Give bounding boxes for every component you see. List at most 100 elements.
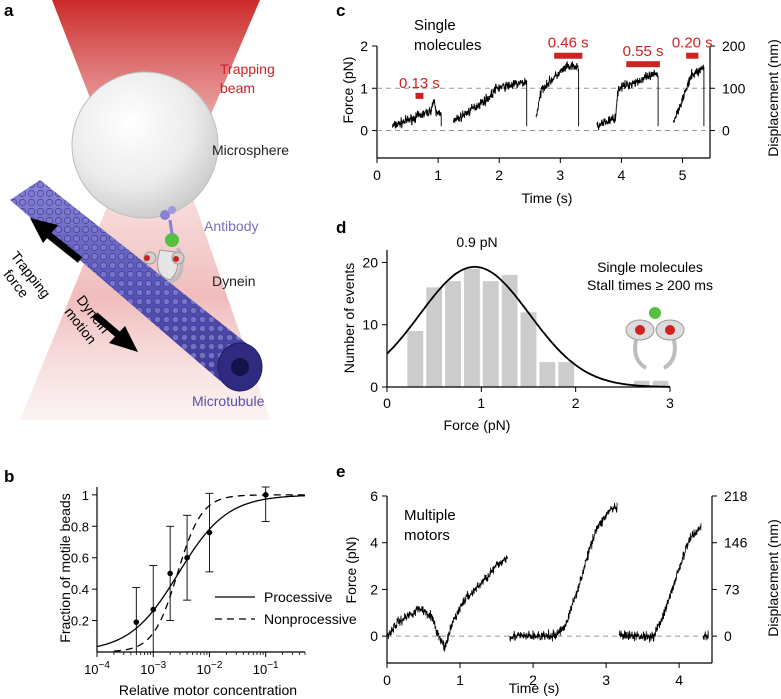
chart-e-ylabel-right: Displacement (nm) xyxy=(765,519,781,636)
chart-c-ylabel-right: Displacement (nm) xyxy=(765,39,781,156)
svg-text:Stall times ≥ 200 ms: Stall times ≥ 200 ms xyxy=(587,277,713,293)
chart-b-ytick-label: 0.6 xyxy=(71,551,89,566)
chart-d-ytick-label: 0 xyxy=(370,379,378,395)
chart-c-stall-bars: 0.13 s 0.46 s 0.55 s 0.20 s xyxy=(399,35,713,99)
legend-processive-label: Processive xyxy=(264,589,333,605)
chart-e-xtick-label: 2 xyxy=(529,672,537,688)
chart-c-ytick-label: 1 xyxy=(360,80,368,96)
chart-d-bar xyxy=(633,380,650,387)
chart-d-bar xyxy=(463,268,480,387)
chart-e-trace-segment xyxy=(702,630,709,641)
chart-e-ytick-label: 4 xyxy=(370,535,378,551)
chart-b-ytick-label: 0.4 xyxy=(71,582,89,597)
svg-text:Multiple: Multiple xyxy=(404,507,456,524)
chart-c-event-trace xyxy=(452,77,528,127)
panel-letter-a: a xyxy=(4,1,14,20)
svg-text:Single molecules: Single molecules xyxy=(597,259,703,275)
chart-b-point xyxy=(167,570,173,577)
chart-e-ytick-right-label: 146 xyxy=(724,535,748,551)
chart-b-xtick-label: 10−3 xyxy=(140,660,166,677)
chart-b-point xyxy=(184,554,190,561)
chart-c-trace xyxy=(391,61,705,131)
microsphere-label: Microsphere xyxy=(212,142,289,158)
chart-d-bar xyxy=(652,380,669,387)
chart-c-xtick-label: 3 xyxy=(556,167,564,183)
microtubule-image xyxy=(10,180,263,392)
chart-b-point xyxy=(133,619,140,625)
chart-d-xtick-label: 1 xyxy=(477,395,485,411)
chart-c-xtick-label: 4 xyxy=(618,167,626,183)
chart-e-xtick-label: 3 xyxy=(602,672,610,688)
chart-d-ytick-label: 10 xyxy=(362,317,378,333)
svg-text:Trapping: Trapping xyxy=(220,61,275,77)
chart-b-xtick-label: 10−4 xyxy=(84,660,110,677)
chart-c-ytick-label: 0 xyxy=(360,123,368,139)
svg-text:molecules: molecules xyxy=(414,37,482,54)
chart-e-trace-segment xyxy=(386,555,508,652)
microtubule-label: Microtubule xyxy=(192,393,265,409)
panel-d: d 0 1 2 3 0 10 20 0.9 pN Single molecules Stal… xyxy=(336,218,713,433)
chart-d-peak-label: 0.9 pN xyxy=(456,234,497,250)
chart-c-stall-label: 0.55 s xyxy=(623,43,664,60)
chart-b-xtick-label: 10−2 xyxy=(197,660,223,677)
chart-c-stall-label: 0.20 s xyxy=(672,35,713,52)
chart-e-ytick-right-label: 0 xyxy=(724,628,732,644)
chart-e-xtick-label: 0 xyxy=(383,672,391,688)
chart-d-fit-curve xyxy=(386,265,670,388)
chart-b-point xyxy=(206,529,213,536)
chart-d-bar xyxy=(558,362,575,387)
chart-c-stall-label: 0.46 s xyxy=(548,35,589,52)
chart-c-xtick-label: 2 xyxy=(495,167,503,183)
chart-b-curves xyxy=(96,494,306,652)
chart-d-bar xyxy=(426,287,443,387)
panel-letter-c: c xyxy=(336,1,345,20)
chart-b-ylabel: Fraction of motile beads xyxy=(57,493,73,642)
panel-a: a Trapping beam Microsphere Anti xyxy=(0,0,289,420)
chart-c-xlabel: Time (s) xyxy=(522,190,573,206)
chart-d-axes: 0 1 2 3 0 10 20 xyxy=(362,250,674,411)
dynein-molecule-image xyxy=(143,206,185,284)
chart-d-bar xyxy=(445,281,461,387)
legend-nonprocessive-label: Nonprocessive xyxy=(264,611,357,627)
chart-c-stall-bar xyxy=(626,61,660,68)
chart-c-stall-label: 0.13 s xyxy=(399,75,440,92)
microsphere-image xyxy=(71,71,219,219)
chart-e-xlabel: Time (s) xyxy=(509,680,560,696)
chart-c-ytick-label: 2 xyxy=(360,38,368,54)
chart-e-ytick-right-label: 218 xyxy=(724,488,748,504)
chart-c-ytick-right-label: 100 xyxy=(722,80,746,96)
chart-b-xlabel: Relative motor concentration xyxy=(119,682,297,698)
chart-e-ytick-label: 0 xyxy=(370,628,378,644)
chart-b-ytick-label: 1 xyxy=(82,488,89,503)
chart-e-ylabel: Force (pN) xyxy=(343,537,359,604)
panel-letter-b: b xyxy=(4,467,14,486)
chart-b-axes: 10−4 10−3 10−2 10−1 0.2 0.4 0.6 0.8 1 xyxy=(71,487,306,677)
chart-b-legend: Processive Nonprocessive xyxy=(215,589,357,627)
trapping-force-arrow xyxy=(30,218,83,263)
chart-d-xtick-label: 0 xyxy=(383,395,391,411)
trapping-force-label: Trapping force xyxy=(0,248,54,301)
chart-d-bar xyxy=(520,312,537,387)
chart-b-curve-processive xyxy=(96,495,306,648)
chart-e-ytick-label: 6 xyxy=(370,488,378,504)
chart-d-bar xyxy=(407,330,424,387)
chart-e-annotation: Multiple motors xyxy=(404,507,456,544)
panel-c: c 0 1 2 3 4 5 0 1 2 0 100 200 0.13 s 0.46 s 0.55 s 0.2… xyxy=(336,1,781,206)
chart-d-annotation: Single molecules Stall times ≥ 200 ms xyxy=(587,259,713,293)
chart-c-stall-bar xyxy=(554,52,583,59)
panel-letter-e: e xyxy=(336,462,345,481)
chart-d-xtick-label: 2 xyxy=(572,395,580,411)
chart-e-trace xyxy=(386,502,709,652)
panel-e: e 0 1 2 3 4 0 2 4 6 0 73 146 218 Multiple motors Tim… xyxy=(336,462,781,696)
chart-e-trace-segment xyxy=(618,523,702,643)
chart-e-ytick-right-label: 73 xyxy=(724,581,740,597)
chart-d-fit xyxy=(386,265,670,388)
chart-c-stall-bar xyxy=(686,52,699,59)
svg-text:Single: Single xyxy=(414,17,456,34)
chart-d-bars xyxy=(407,268,669,387)
chart-e-xtick-label: 4 xyxy=(675,672,683,688)
chart-c-xtick-label: 1 xyxy=(434,167,442,183)
chart-d-xlabel: Force (pN) xyxy=(444,417,511,433)
chart-e-xtick-label: 1 xyxy=(456,672,464,688)
